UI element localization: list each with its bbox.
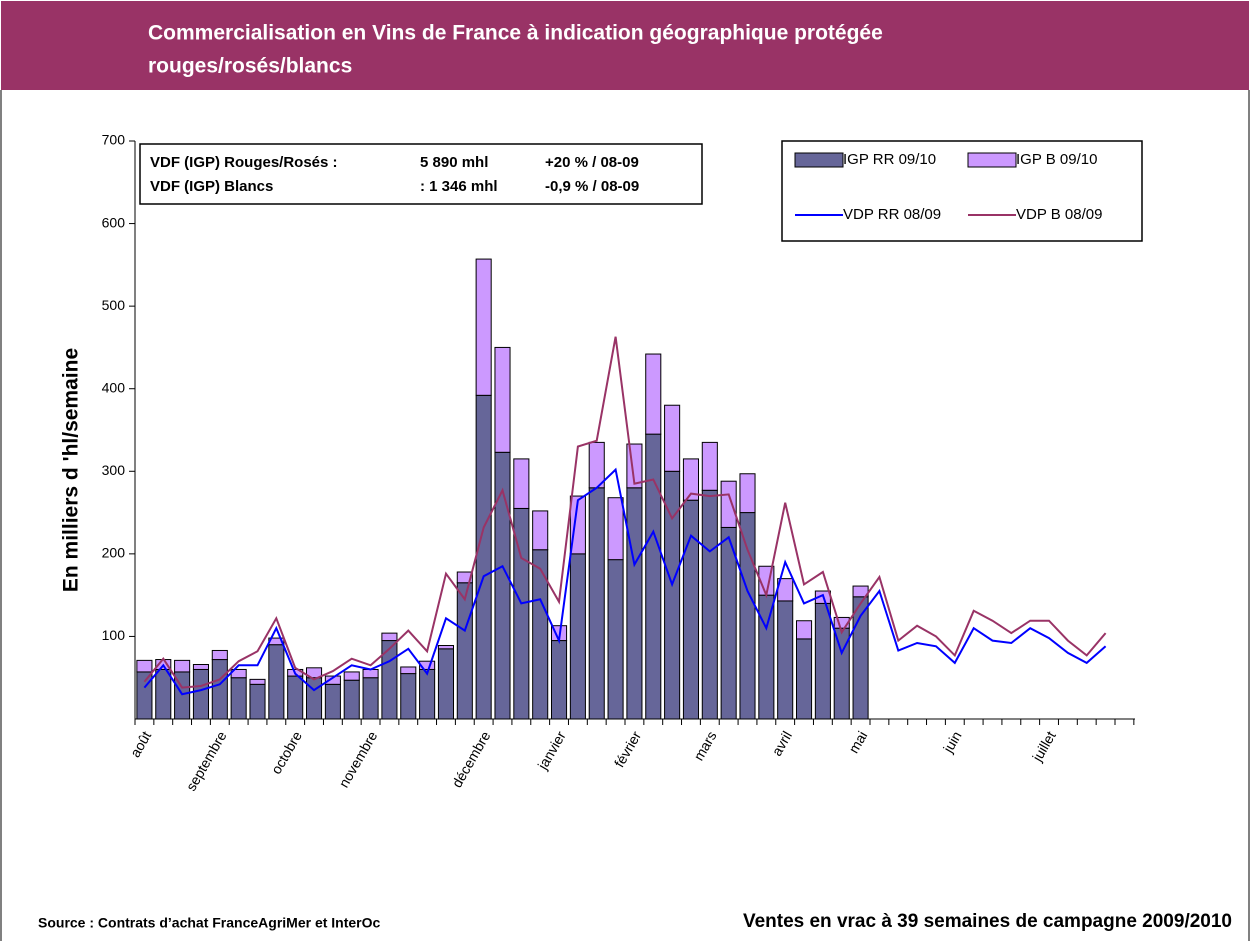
line xyxy=(143,336,1107,689)
legend-label: IGP B 09/10 xyxy=(1016,151,1097,168)
y-axis-label: En milliers d 'hl/semaine xyxy=(60,348,83,592)
bar xyxy=(588,487,605,720)
legend-label: VDP B 08/09 xyxy=(1016,206,1102,223)
bar xyxy=(362,677,379,720)
bar xyxy=(588,441,605,489)
summary-change: -0,9 % / 08-09 xyxy=(545,178,639,195)
summary-change: +20 % / 08-09 xyxy=(545,154,639,171)
bar xyxy=(136,671,153,720)
summary-value: 5 890 mhl xyxy=(420,154,488,171)
bar xyxy=(569,495,586,555)
bar xyxy=(739,473,756,514)
bar xyxy=(268,644,285,720)
y-tick-label: 600 xyxy=(102,214,126,230)
bar xyxy=(739,512,756,720)
legend-swatch xyxy=(794,152,844,168)
bar xyxy=(701,441,718,491)
line xyxy=(143,467,1107,696)
bar xyxy=(211,649,228,661)
bar xyxy=(343,679,360,720)
legend-swatch xyxy=(967,152,1017,168)
bar xyxy=(456,571,473,584)
bar xyxy=(513,458,530,509)
source: Source : Contrats d’achat FranceAgriMer … xyxy=(38,915,381,931)
bar xyxy=(287,675,304,720)
bar xyxy=(343,671,360,681)
y-tick-label: 700 xyxy=(102,132,126,148)
bar xyxy=(814,602,831,720)
bar xyxy=(381,632,398,642)
bar xyxy=(645,433,662,720)
bar xyxy=(607,497,624,561)
y-tick-label: 400 xyxy=(102,379,126,395)
summary-value: : 1 346 mhl xyxy=(420,178,498,195)
bar xyxy=(720,526,737,720)
bar xyxy=(437,648,454,720)
bar xyxy=(532,510,549,551)
bar xyxy=(551,640,568,720)
y-tick-label: 200 xyxy=(102,545,126,561)
bar xyxy=(720,480,737,528)
bar xyxy=(192,668,210,720)
bar xyxy=(494,346,511,453)
bar xyxy=(174,659,191,673)
bar xyxy=(249,683,266,720)
banner xyxy=(1,1,1249,90)
bar xyxy=(758,594,775,720)
bar xyxy=(569,553,586,720)
note: Ventes en vrac à 39 semaines de campagne… xyxy=(743,911,1232,932)
y-tick-label: 300 xyxy=(102,462,126,478)
bar xyxy=(645,353,662,435)
bar xyxy=(230,677,247,720)
bar xyxy=(249,678,266,685)
bar xyxy=(324,683,341,720)
bar xyxy=(437,645,454,650)
bar xyxy=(306,677,323,720)
bar xyxy=(324,675,341,685)
bar xyxy=(475,258,492,396)
bar xyxy=(362,668,379,679)
bar xyxy=(833,616,850,629)
legend-label: IGP RR 09/10 xyxy=(843,151,936,168)
bar xyxy=(682,458,700,501)
y-tick-label: 100 xyxy=(102,627,126,643)
bar xyxy=(701,489,718,720)
legend-label: VDP RR 08/09 xyxy=(843,206,941,223)
bar xyxy=(532,549,549,720)
bar xyxy=(306,667,323,679)
bar xyxy=(400,673,417,720)
bar xyxy=(682,499,700,720)
bar xyxy=(136,659,153,673)
bar xyxy=(796,638,813,720)
bar xyxy=(211,659,228,720)
bar xyxy=(777,600,794,720)
bar xyxy=(456,582,473,720)
summary-label: VDF (IGP) Blancs xyxy=(150,178,273,195)
bar xyxy=(475,394,492,720)
bar xyxy=(626,487,643,720)
bar xyxy=(155,668,172,720)
bar xyxy=(664,404,681,472)
summary-box xyxy=(139,143,703,205)
y-tick-label: 500 xyxy=(102,297,126,313)
bar xyxy=(419,668,436,720)
bar xyxy=(400,666,417,675)
bar xyxy=(607,559,624,720)
chart-subtitle: rouges/rosés/blancs xyxy=(148,55,352,78)
bar xyxy=(192,664,210,670)
chart-title: Commercialisation en Vins de France à in… xyxy=(148,22,883,45)
summary-label: VDF (IGP) Rouges/Rosés : xyxy=(150,154,338,171)
bar xyxy=(796,620,813,640)
